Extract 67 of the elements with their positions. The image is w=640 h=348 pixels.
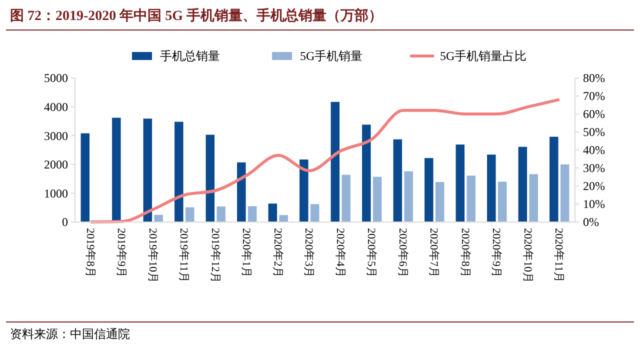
x-tick-label: 2020年11月 [552, 228, 565, 283]
bar [112, 118, 121, 222]
bar [498, 182, 507, 222]
y2-tick-label: 0% [583, 215, 599, 230]
x-tick-label: 2020年4月 [334, 228, 346, 278]
bar [456, 144, 465, 222]
bar [154, 214, 163, 222]
bar [310, 204, 320, 222]
y2-tick-label: 40% [583, 143, 605, 158]
x-tick-label: 2020年5月 [365, 228, 378, 278]
y2-tick-label: 50% [583, 125, 605, 140]
chart-title: 图 72：2019-2020 年中国 5G 手机销量、手机总销量（万部） [10, 7, 383, 24]
bar [424, 158, 434, 222]
y-tick-label: 0 [62, 215, 68, 230]
y2-tick-label: 20% [583, 179, 605, 194]
bar [330, 102, 340, 222]
bar [237, 162, 246, 222]
bar [279, 215, 288, 222]
x-tick-label: 2020年2月 [271, 228, 284, 278]
legend-label: 5G手机销量占比 [440, 49, 527, 64]
x-tick-label: 2020年1月 [240, 228, 252, 278]
bar [185, 207, 194, 222]
bar [206, 134, 215, 222]
y-tick-label: 2000 [44, 158, 68, 172]
bar [174, 122, 184, 222]
text: 资料来源：中国信通院 [10, 327, 130, 341]
bar [550, 136, 558, 222]
bar [435, 182, 444, 222]
bar [529, 174, 538, 222]
legend-label: 手机总销量 [160, 49, 220, 64]
x-tick-label: 2020年8月 [458, 228, 471, 278]
bar [372, 176, 382, 222]
bar [466, 176, 476, 222]
y2-tick-label: 70% [583, 89, 605, 104]
legend-label: 5G手机销量 [300, 49, 363, 64]
y-tick-label: 1000 [44, 186, 68, 200]
x-tick-label: 2020年7月 [428, 228, 440, 278]
bar [518, 146, 528, 222]
x-tick-label: 2020年9月 [490, 228, 502, 278]
x-tick-label: 2019年8月 [84, 228, 96, 278]
bar [404, 171, 413, 222]
x-tick-label: 2019年9月 [115, 228, 128, 278]
y2-tick-label: 30% [583, 161, 605, 176]
bar [216, 206, 226, 222]
y2-tick-label: 80% [583, 71, 605, 86]
bar [300, 160, 308, 222]
y-tick-label: 3000 [44, 128, 68, 143]
bar [487, 154, 496, 222]
bar [362, 124, 371, 222]
y-tick-label: 4000 [44, 100, 68, 114]
x-tick-label: 2020年10月 [521, 228, 534, 283]
bar [393, 139, 402, 222]
line-series [89, 98, 561, 224]
x-tick-label: 2019年11月 [178, 228, 190, 283]
bar [143, 118, 152, 222]
x-tick-label: 2019年10月 [146, 228, 158, 283]
bar [80, 133, 90, 222]
x-tick-label: 2020年6月 [396, 228, 408, 278]
bar [342, 174, 350, 222]
y2-tick-label: 10% [583, 197, 605, 212]
y2-tick-label: 60% [583, 107, 605, 122]
bar [268, 204, 278, 222]
bar [248, 206, 257, 222]
x-tick-label: 2020年3月 [302, 228, 315, 278]
bar [560, 164, 570, 222]
x-tick-label: 2019年12月 [208, 228, 221, 283]
y-tick-label: 5000 [44, 71, 68, 86]
